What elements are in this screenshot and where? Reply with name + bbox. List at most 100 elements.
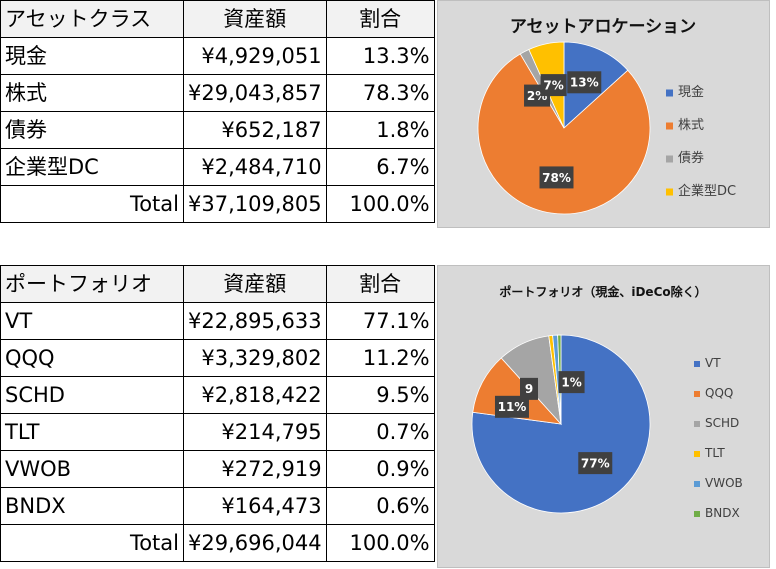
row-ratio: 13.3% xyxy=(325,37,435,75)
header-ratio: 割合 xyxy=(325,0,435,38)
data-label-box xyxy=(540,74,567,97)
row-name: BNDX xyxy=(0,487,184,525)
table-header-row: アセットクラス 資産額 割合 xyxy=(0,0,435,38)
header-amount: 資産額 xyxy=(183,0,327,38)
legend-item-vt: VT xyxy=(705,356,721,370)
table-row: TLT ¥214,795 0.7% xyxy=(0,413,435,451)
asset-allocation-pie-chart[interactable]: アセットアロケーション 13% 78% 2% 7% 現金 株式 債券 企業型DC xyxy=(437,0,770,228)
table-row: VT ¥22,895,633 77.1% xyxy=(0,302,435,340)
total-ratio: 100.0% xyxy=(325,185,435,223)
legend-swatch xyxy=(694,511,700,517)
data-label-box xyxy=(520,377,539,400)
data-label: 7% xyxy=(543,78,563,92)
row-ratio: 11.2% xyxy=(325,339,435,377)
row-name: VT xyxy=(0,302,184,340)
table-total-row: Total ¥29,696,044 100.0% xyxy=(0,524,435,562)
table-row: 債券 ¥652,187 1.8% xyxy=(0,111,435,149)
chart-legend: VT QQQ SCHD TLT VWOB BNDX xyxy=(694,356,743,520)
table-row: 株式 ¥29,043,857 78.3% xyxy=(0,74,435,112)
table-header-row: ポートフォリオ 資産額 割合 xyxy=(0,265,435,303)
row-amount: ¥22,895,633 xyxy=(183,302,327,340)
data-label: 1% xyxy=(561,375,581,389)
total-label: Total xyxy=(0,524,184,562)
data-label: 77% xyxy=(581,456,610,470)
asset-allocation-table: アセットクラス 資産額 割合 現金 ¥4,929,051 13.3% 株式 ¥2… xyxy=(0,0,435,223)
legend-swatch xyxy=(694,421,700,427)
total-amount: ¥37,109,805 xyxy=(183,185,327,223)
row-amount: ¥4,929,051 xyxy=(183,37,327,75)
legend-item-item: 現金 xyxy=(678,84,704,100)
pie-slices xyxy=(471,334,651,514)
portfolio-pie-chart[interactable]: ポートフォリオ（現金、iDeCo除く） 77% 11% 9 1% VT QQQ SCHD T… xyxy=(437,265,770,568)
row-amount: ¥29,043,857 xyxy=(183,74,327,112)
legend-swatch xyxy=(694,451,700,457)
data-label: 13% xyxy=(570,76,599,90)
row-amount: ¥272,919 xyxy=(183,450,327,488)
total-amount: ¥29,696,044 xyxy=(183,524,327,562)
portfolio-pie-svg: ポートフォリオ（現金、iDeCo除く） 77% 11% 9 1% VT QQQ SCHD T… xyxy=(471,284,743,520)
row-name: TLT xyxy=(0,413,184,451)
header-amount: 資産額 xyxy=(183,265,327,303)
data-label-box xyxy=(494,395,529,418)
table-row: SCHD ¥2,818,422 9.5% xyxy=(0,376,435,414)
header-ratio: 割合 xyxy=(325,265,435,303)
legend-item-qqq: QQQ xyxy=(705,386,733,400)
row-amount: ¥652,187 xyxy=(183,111,327,149)
row-ratio: 6.7% xyxy=(325,148,435,186)
row-ratio: 9.5% xyxy=(325,376,435,414)
row-ratio: 0.9% xyxy=(325,450,435,488)
row-ratio: 0.7% xyxy=(325,413,435,451)
row-amount: ¥164,473 xyxy=(183,487,327,525)
table-row: VWOB ¥272,919 0.9% xyxy=(0,450,435,488)
total-label: Total xyxy=(0,185,184,223)
chart-title: アセットアロケーション xyxy=(510,17,696,37)
row-name: 企業型DC xyxy=(0,148,184,186)
legend-item-schd: SCHD xyxy=(705,416,739,430)
legend-swatch xyxy=(666,155,673,163)
legend-swatch xyxy=(694,391,700,397)
table-row: BNDX ¥164,473 0.6% xyxy=(0,487,435,525)
row-name: 株式 xyxy=(0,74,184,112)
legend-item-vwob: VWOB xyxy=(705,476,743,490)
data-label-box xyxy=(558,371,585,394)
row-amount: ¥3,329,802 xyxy=(183,339,327,377)
header-portfolio: ポートフォリオ xyxy=(0,265,184,303)
chart-title: ポートフォリオ（現金、iDeCo除く） xyxy=(499,284,706,299)
row-amount: ¥2,818,422 xyxy=(183,376,327,414)
legend-item-item: 株式 xyxy=(678,118,704,133)
pie-data-labels: 77% 11% 9 1% xyxy=(494,371,613,475)
table-total-row: Total ¥37,109,805 100.0% xyxy=(0,185,435,223)
data-label-box xyxy=(578,452,613,475)
legend-swatch xyxy=(666,89,673,97)
row-amount: ¥2,484,710 xyxy=(183,148,327,186)
portfolio-table: ポートフォリオ 資産額 割合 VT ¥22,895,633 77.1% QQQ … xyxy=(0,265,435,562)
data-label: 9 xyxy=(525,382,533,396)
row-name: 現金 xyxy=(0,37,184,75)
table-row: 現金 ¥4,929,051 13.3% xyxy=(0,37,435,75)
table-row: 企業型DC ¥2,484,710 6.7% xyxy=(0,148,435,186)
data-label: 78% xyxy=(542,171,571,185)
row-amount: ¥214,795 xyxy=(183,413,327,451)
data-label-box xyxy=(567,71,602,94)
row-name: SCHD xyxy=(0,376,184,414)
legend-swatch xyxy=(694,481,700,487)
row-ratio: 78.3% xyxy=(325,74,435,112)
legend-swatch xyxy=(666,188,673,196)
legend-item-bndx: BNDX xyxy=(705,506,740,520)
pie-data-labels: 13%78%2%7% xyxy=(524,71,602,189)
row-name: VWOB xyxy=(0,450,184,488)
legend-swatch xyxy=(694,361,700,367)
legend-swatch xyxy=(666,122,673,130)
row-name: 債券 xyxy=(0,111,184,149)
row-name: QQQ xyxy=(0,339,184,377)
data-label: 11% xyxy=(498,400,527,414)
table-row: QQQ ¥3,329,802 11.2% xyxy=(0,339,435,377)
pie-slice-1 xyxy=(477,53,651,215)
header-asset-class: アセットクラス xyxy=(0,0,184,38)
row-ratio: 0.6% xyxy=(325,487,435,525)
data-label-box xyxy=(539,166,574,189)
legend-item-item: 債券 xyxy=(678,150,704,166)
legend-item-dc: 企業型DC xyxy=(678,183,736,199)
